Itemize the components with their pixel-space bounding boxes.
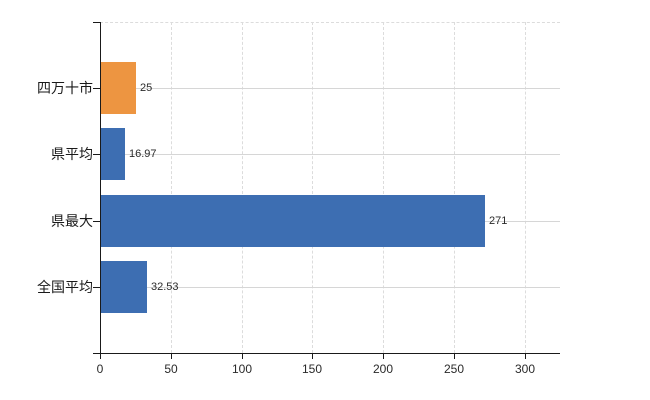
- x-axis-tick-label: 250: [443, 362, 465, 376]
- y-axis-tick: [93, 287, 100, 288]
- x-axis-line: [93, 353, 560, 354]
- v-gridline: [454, 22, 455, 353]
- plot-top-border: [100, 22, 560, 23]
- v-gridline: [312, 22, 313, 353]
- x-axis-tick: [383, 354, 384, 359]
- bar-shimanto-city[interactable]: [101, 62, 136, 114]
- bar-value-label-prefecture-average: 16.97: [129, 148, 157, 160]
- x-axis-tick: [312, 354, 313, 359]
- x-axis-tick: [171, 354, 172, 359]
- v-gridline: [242, 22, 243, 353]
- y-axis-tick: [93, 221, 100, 222]
- y-axis-top-cap-tick: [93, 22, 100, 23]
- x-axis-tick-label: 0: [96, 362, 104, 376]
- v-gridline: [383, 22, 384, 353]
- category-label-national-average: 全国平均: [37, 279, 93, 295]
- category-label-prefecture-max: 県最大: [51, 213, 93, 229]
- x-axis-tick-label: 150: [301, 362, 323, 376]
- h-gridline: [100, 287, 560, 288]
- bar-prefecture-average[interactable]: [101, 128, 125, 180]
- v-gridline: [525, 22, 526, 353]
- x-axis-tick-label: 200: [372, 362, 394, 376]
- bar-value-label-prefecture-max: 271: [489, 215, 508, 227]
- bar-national-average[interactable]: [101, 261, 147, 313]
- bar-value-label-shimanto-city: 25: [140, 82, 153, 94]
- category-label-prefecture-average: 県平均: [51, 146, 93, 162]
- y-axis-line: [100, 22, 101, 354]
- x-axis-tick-label: 50: [164, 362, 178, 376]
- x-axis-tick-label: 300: [514, 362, 536, 376]
- y-axis-tick: [93, 88, 100, 89]
- h-gridline: [100, 88, 560, 89]
- y-axis-tick: [93, 154, 100, 155]
- x-axis-tick-label: 100: [231, 362, 253, 376]
- category-label-shimanto-city: 四万十市: [37, 80, 93, 96]
- x-axis-tick: [100, 354, 101, 359]
- bar-prefecture-max[interactable]: [101, 195, 485, 247]
- h-gridline: [100, 154, 560, 155]
- x-axis-tick: [242, 354, 243, 359]
- v-gridline: [171, 22, 172, 353]
- x-axis-tick: [525, 354, 526, 359]
- x-axis-tick: [454, 354, 455, 359]
- bar-value-label-national-average: 32.53: [151, 281, 179, 293]
